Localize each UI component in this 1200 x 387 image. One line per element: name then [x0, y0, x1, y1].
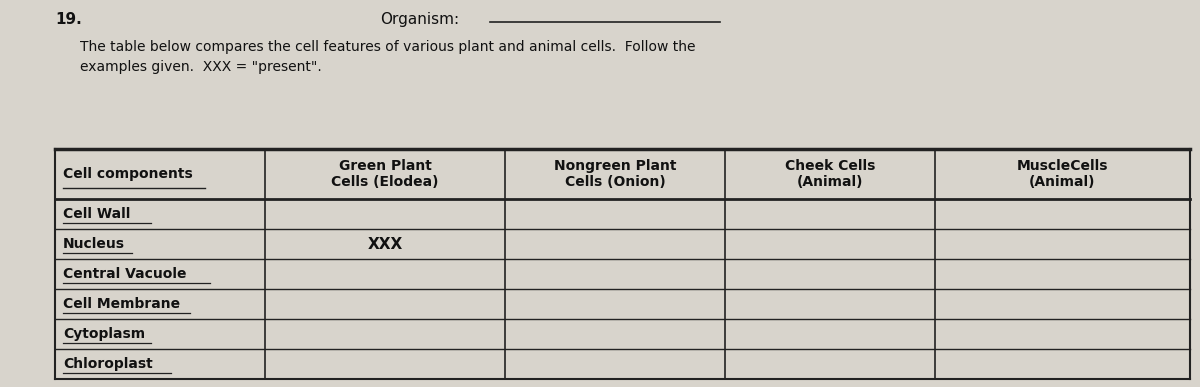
Text: 19.: 19.: [55, 12, 82, 27]
Text: Cell components: Cell components: [64, 167, 193, 181]
Text: Green Plant
Cells (Elodea): Green Plant Cells (Elodea): [331, 159, 439, 189]
Text: Cytoplasm: Cytoplasm: [64, 327, 145, 341]
Text: Nongreen Plant
Cells (Onion): Nongreen Plant Cells (Onion): [553, 159, 677, 189]
Text: XXX: XXX: [367, 236, 403, 252]
Text: Cell Wall: Cell Wall: [64, 207, 131, 221]
Text: MuscleCells
(Animal): MuscleCells (Animal): [1016, 159, 1109, 189]
Text: Cell Membrane: Cell Membrane: [64, 297, 180, 311]
Text: Organism:: Organism:: [380, 12, 460, 27]
Text: Central Vacuole: Central Vacuole: [64, 267, 186, 281]
Text: The table below compares the cell features of various plant and animal cells.  F: The table below compares the cell featur…: [80, 40, 696, 74]
Text: Nucleus: Nucleus: [64, 237, 125, 251]
Text: Chloroplast: Chloroplast: [64, 357, 152, 371]
Text: Cheek Cells
(Animal): Cheek Cells (Animal): [785, 159, 875, 189]
